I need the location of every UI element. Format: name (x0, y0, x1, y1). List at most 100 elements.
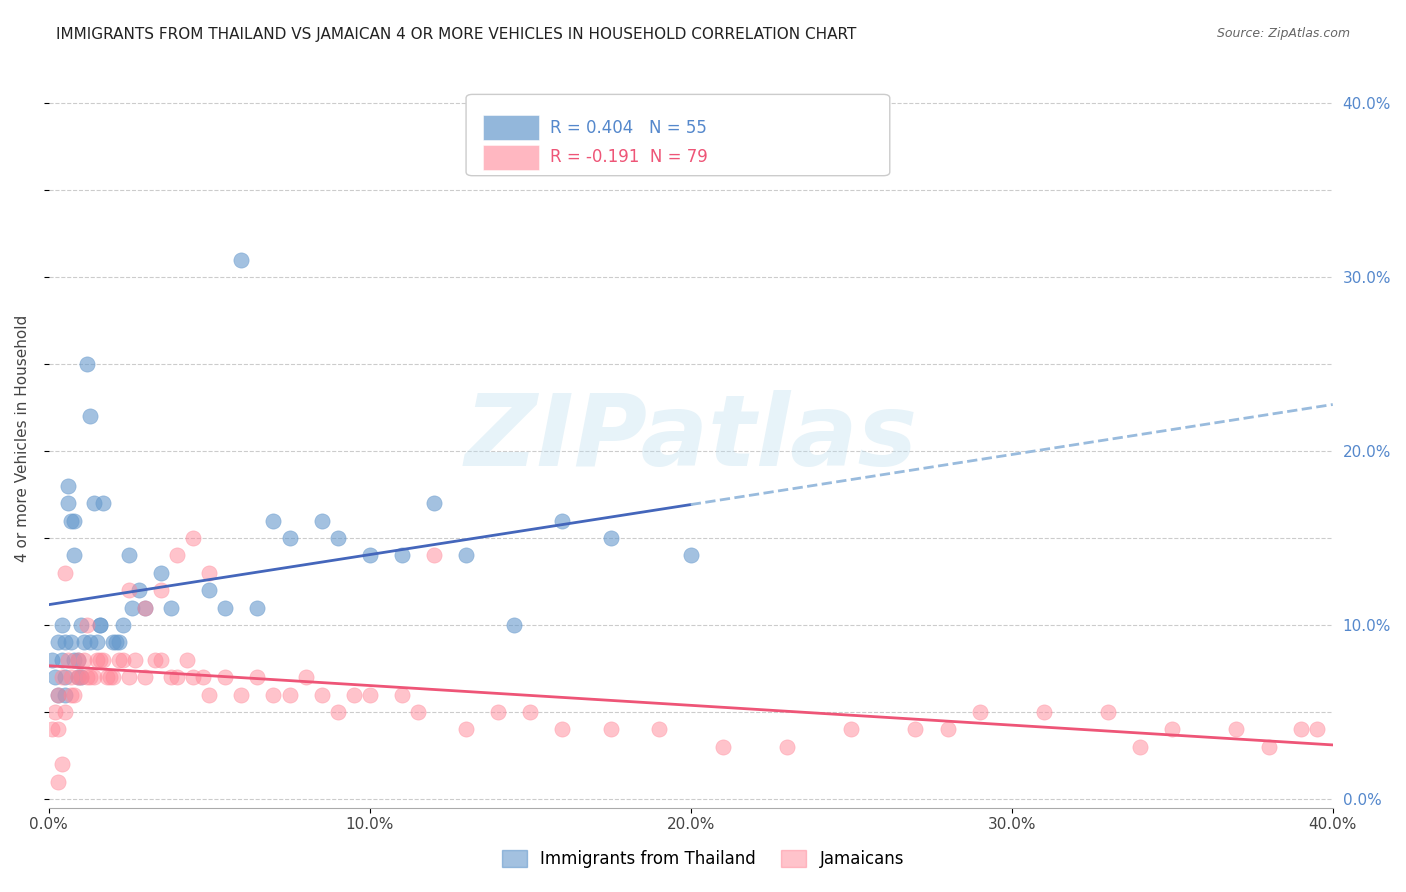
Point (1289, 723, 1312, 737)
Point (56, 496, 79, 510)
Point (51, 757, 73, 772)
Point (231, 688, 253, 702)
Point (111, 618, 134, 632)
Point (51, 670, 73, 684)
Point (181, 531, 204, 545)
Point (53, 705, 76, 719)
Point (63, 688, 86, 702)
Point (44, 705, 66, 719)
Text: Source: ZipAtlas.com: Source: ZipAtlas.com (1216, 27, 1350, 40)
Point (486, 705, 509, 719)
Point (70, 618, 93, 632)
Point (60, 635, 83, 649)
Point (98, 670, 121, 684)
Point (70, 670, 93, 684)
Point (391, 688, 413, 702)
Point (406, 705, 429, 719)
Point (343, 688, 366, 702)
Point (56, 653, 79, 667)
Legend: Immigrants from Thailand, Jamaicans: Immigrants from Thailand, Jamaicans (495, 843, 911, 875)
Point (118, 549, 141, 563)
Point (150, 583, 173, 598)
Point (326, 531, 349, 545)
Point (198, 566, 221, 580)
Point (89, 618, 111, 632)
Point (108, 653, 131, 667)
Point (391, 549, 413, 563)
Point (53, 566, 76, 580)
Point (311, 688, 333, 702)
Point (454, 549, 477, 563)
Point (969, 705, 991, 719)
Point (60, 514, 83, 528)
Point (454, 723, 477, 737)
Point (53, 635, 76, 649)
Point (66, 670, 89, 684)
Point (503, 618, 526, 632)
Point (359, 549, 381, 563)
Point (48, 723, 70, 737)
Point (70, 670, 93, 684)
Point (359, 688, 381, 702)
Point (91, 653, 114, 667)
Point (66, 653, 89, 667)
Point (159, 600, 181, 615)
Point (150, 566, 173, 580)
Point (118, 670, 141, 684)
Point (551, 514, 574, 528)
Point (1225, 723, 1247, 737)
Point (101, 670, 124, 684)
Point (423, 496, 446, 510)
Point (60, 670, 83, 684)
Point (48, 688, 70, 702)
Point (86, 653, 108, 667)
Point (278, 531, 301, 545)
Point (1129, 739, 1152, 754)
Point (121, 600, 143, 615)
Text: IMMIGRANTS FROM THAILAND VS JAMAICAN 4 OR MORE VEHICLES IN HOUSEHOLD CORRELATION: IMMIGRANTS FROM THAILAND VS JAMAICAN 4 O… (56, 27, 856, 42)
Point (89, 653, 111, 667)
Point (231, 252, 253, 267)
Point (108, 635, 131, 649)
Point (198, 688, 221, 702)
Point (101, 635, 124, 649)
Point (246, 670, 269, 684)
Point (79, 409, 101, 424)
Point (326, 705, 349, 719)
Point (519, 705, 541, 719)
Point (198, 583, 221, 598)
Point (124, 653, 146, 667)
Point (776, 739, 799, 754)
Y-axis label: 4 or more Vehicles in Household: 4 or more Vehicles in Household (15, 315, 30, 562)
Point (551, 723, 574, 737)
Point (181, 670, 204, 684)
Point (143, 653, 166, 667)
Point (48, 774, 70, 789)
Point (79, 670, 101, 684)
Point (83, 670, 105, 684)
Point (278, 688, 301, 702)
Text: ZIPatlas: ZIPatlas (464, 390, 917, 487)
Point (159, 670, 181, 684)
Point (73, 653, 96, 667)
Point (262, 688, 284, 702)
Point (134, 600, 156, 615)
Point (246, 600, 269, 615)
Point (105, 635, 128, 649)
Point (679, 549, 702, 563)
Point (86, 635, 108, 649)
Point (48, 635, 70, 649)
Point (91, 496, 114, 510)
Point (41, 653, 63, 667)
Point (63, 549, 86, 563)
FancyBboxPatch shape (482, 115, 540, 140)
Point (214, 600, 236, 615)
Point (214, 670, 236, 684)
Text: R = 0.404   N = 55: R = 0.404 N = 55 (550, 119, 706, 136)
Point (134, 670, 156, 684)
Point (56, 479, 79, 493)
Point (51, 618, 73, 632)
FancyBboxPatch shape (482, 145, 540, 169)
Point (176, 653, 198, 667)
Point (53, 670, 76, 684)
